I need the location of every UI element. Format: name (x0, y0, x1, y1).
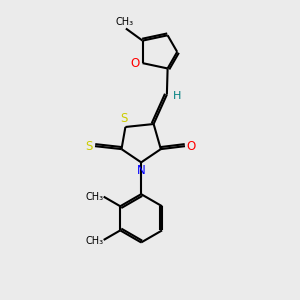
Text: CH₃: CH₃ (85, 236, 103, 246)
Text: H: H (173, 91, 182, 101)
Text: CH₃: CH₃ (116, 17, 134, 27)
Text: CH₃: CH₃ (85, 192, 103, 202)
Text: N: N (137, 164, 146, 177)
Text: S: S (85, 140, 92, 153)
Text: O: O (130, 57, 140, 70)
Text: O: O (187, 140, 196, 153)
Text: S: S (120, 112, 128, 125)
